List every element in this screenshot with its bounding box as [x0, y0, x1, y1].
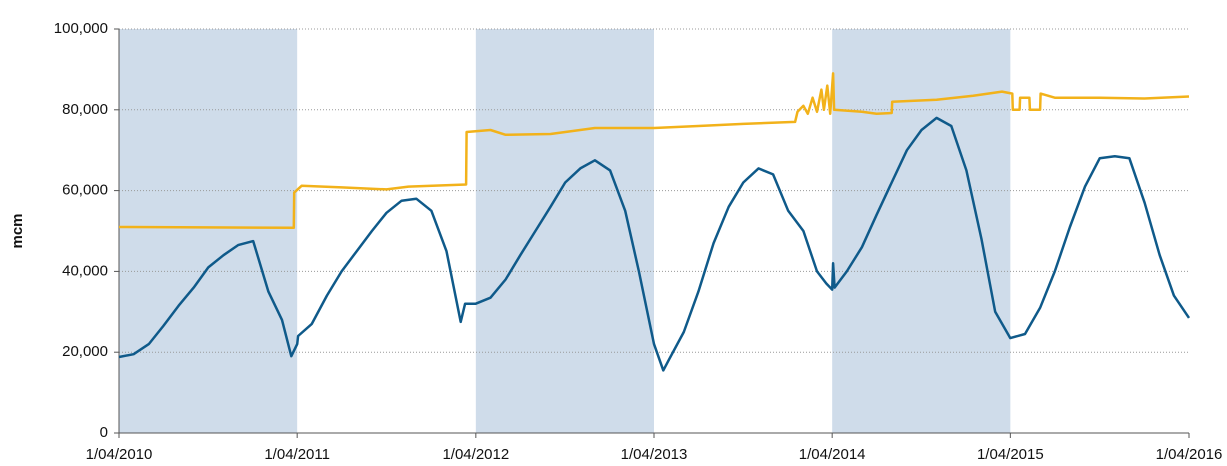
y-tick-label: 80,000 [62, 101, 108, 118]
x-tick-label: 1/04/2011 [264, 446, 330, 463]
y-axis-label: mcm [9, 213, 26, 248]
y-tick-label: 0 [100, 424, 108, 441]
x-tick-label: 1/04/2010 [86, 446, 153, 463]
x-tick-label: 1/04/2015 [977, 446, 1044, 463]
shaded-period [475, 29, 654, 433]
data-line [118, 72, 1190, 230]
shaded-period [832, 29, 1011, 433]
y-tick-label: 40,000 [62, 262, 108, 279]
y-tick-label: 20,000 [62, 343, 108, 360]
y-tick-label: 60,000 [62, 182, 108, 199]
x-tick-label: 1/04/2012 [442, 446, 509, 463]
shaded-period [119, 29, 298, 433]
x-tick-label: 1/04/2016 [1156, 446, 1223, 463]
x-tick-label: 1/04/2013 [621, 446, 688, 463]
x-tick-label: 1/04/2014 [799, 446, 866, 463]
y-tick-label: 100,000 [54, 20, 108, 37]
data-line [118, 116, 1191, 372]
